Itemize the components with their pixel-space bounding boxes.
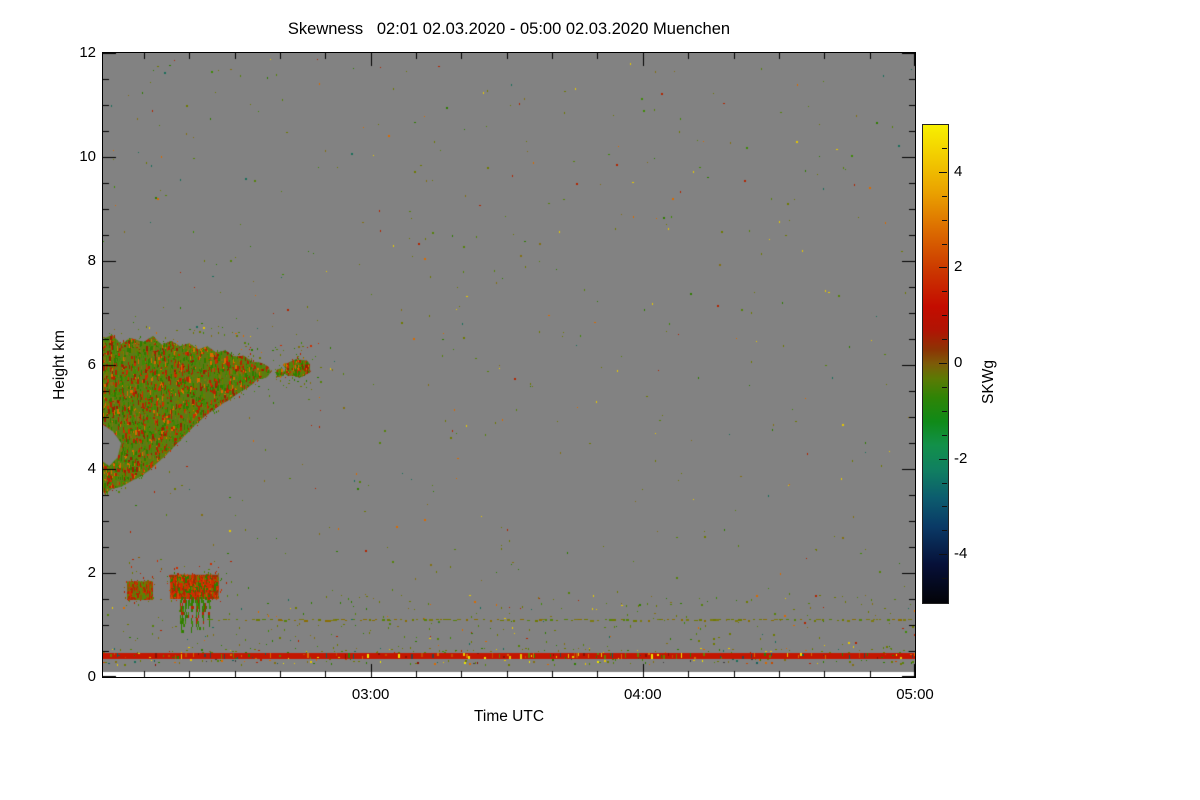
colorbar-tick	[939, 267, 947, 268]
colorbar-tick	[942, 244, 947, 245]
colorbar-tick	[942, 291, 947, 292]
colorbar	[922, 124, 949, 604]
y-tick-label: 12	[79, 44, 96, 61]
colorbar-tick	[942, 506, 947, 507]
y-tick-label: 4	[87, 460, 96, 477]
colorbar-tick-label: 2	[954, 258, 963, 276]
colorbar-tick	[942, 387, 947, 388]
colorbar-tick	[942, 483, 947, 484]
x-tick-label: 05:00	[896, 686, 934, 703]
chart-title: Skewness 02:01 02.03.2020 - 05:00 02.03.…	[287, 20, 731, 38]
x-tick-label: 04:00	[624, 686, 662, 703]
colorbar-tick	[939, 459, 947, 460]
colorbar-tick	[942, 315, 947, 316]
colorbar-tick	[942, 578, 947, 579]
colorbar-tick	[942, 196, 947, 197]
heatmap-canvas	[103, 53, 915, 677]
y-tick-label: 10	[79, 148, 96, 165]
y-tick-label: 0	[87, 668, 96, 685]
colorbar-tick	[942, 220, 947, 221]
colorbar-tick	[942, 435, 947, 436]
colorbar-tick	[939, 554, 947, 555]
colorbar-tick	[942, 530, 947, 531]
y-tick-label: 8	[87, 252, 96, 269]
colorbar-tick	[942, 411, 947, 412]
plot-area	[102, 52, 916, 678]
colorbar-tick	[939, 363, 947, 364]
colorbar-tick-label: -4	[954, 545, 968, 563]
colorbar-gradient	[923, 125, 948, 603]
y-tick-label: 6	[87, 356, 96, 373]
y-tick-label: 2	[87, 564, 96, 581]
colorbar-tick-label: 0	[954, 354, 963, 371]
colorbar-tick	[942, 339, 947, 340]
colorbar-tick-label: 4	[954, 162, 963, 180]
colorbar-tick	[942, 148, 947, 149]
x-axis-label: Time UTC	[473, 708, 545, 725]
colorbar-tick	[939, 172, 947, 173]
colorbar-tick-label: -2	[954, 449, 968, 467]
x-tick-label: 03:00	[351, 686, 390, 703]
